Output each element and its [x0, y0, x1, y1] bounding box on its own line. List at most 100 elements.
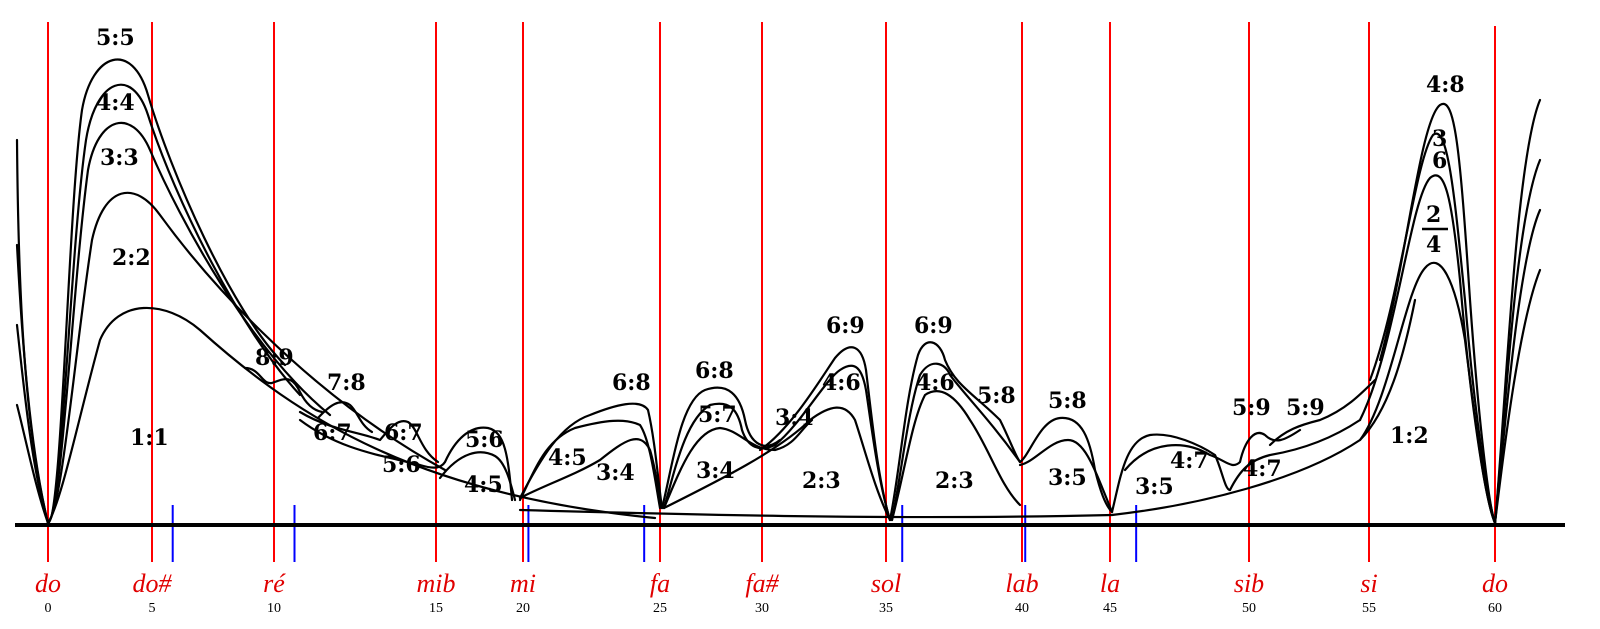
note-label: fa	[650, 569, 670, 598]
curve-4-8	[1378, 102, 1497, 525]
curve-4-5-b	[518, 419, 662, 510]
ratio-label: 4:7	[1170, 448, 1209, 474]
curve-4-7-b	[1228, 418, 1362, 492]
ratio-label: 5:5	[96, 25, 135, 51]
ratio-label: 5:6	[465, 427, 504, 453]
left-edge-curve-4	[15, 403, 50, 525]
note-name-labels: do do# ré mib mi fa fa# sol lab la sib si do	[35, 569, 1508, 598]
curve-1-1	[46, 306, 657, 525]
note-label: do#	[133, 569, 173, 598]
curve-4-5-a	[438, 451, 517, 502]
ratio-label: 4	[1426, 232, 1441, 258]
tick-label: 30	[755, 601, 769, 616]
blue-marker-lines	[171, 505, 1138, 562]
ratio-label: 3:4	[696, 458, 735, 484]
curve-2-2	[46, 191, 447, 525]
ratio-label: 5:8	[1048, 388, 1087, 414]
note-label: mi	[510, 569, 536, 598]
curve-4-6-left	[773, 364, 892, 522]
ratio-label: 2:3	[935, 468, 974, 494]
ratio-label: 3	[1432, 126, 1447, 152]
curve-3-4-left	[518, 438, 664, 510]
ratio-label: 4:7	[1243, 456, 1282, 482]
note-label: ré	[263, 569, 286, 598]
tail-curve-lower	[1110, 298, 1417, 517]
note-label: do	[1482, 569, 1508, 598]
tick-label: 15	[429, 601, 443, 616]
ratio-label: 8:9	[255, 345, 294, 371]
curve-6-8-right	[660, 386, 782, 510]
ratio-label: 6:9	[914, 313, 953, 339]
curve-6-7	[298, 410, 440, 464]
consonance-curves	[15, 58, 1542, 525]
curve-5-7	[662, 402, 777, 510]
ratio-label: 5:6	[382, 452, 421, 478]
note-label: sol	[871, 569, 901, 598]
tick-label: 25	[653, 601, 667, 616]
ratio-label: 3:4	[775, 405, 814, 431]
left-edge-curve-2	[15, 243, 50, 525]
curve-3-4-right	[662, 418, 814, 510]
tick-label: 0	[45, 601, 52, 616]
tick-label: 40	[1015, 601, 1029, 616]
note-label: lab	[1005, 569, 1038, 598]
ratio-label: 6:8	[612, 370, 651, 396]
ratio-label: 2	[1426, 202, 1441, 228]
curve-6-8-left	[518, 402, 664, 510]
ratio-label: 1:1	[130, 425, 169, 451]
note-label: mib	[417, 569, 456, 598]
ratio-label: 1:2	[1390, 423, 1429, 449]
ratio-label: 6:7	[313, 420, 352, 446]
tick-label: 50	[1242, 601, 1256, 616]
note-label: sib	[1234, 569, 1264, 598]
ratio-label: 6:9	[826, 313, 865, 339]
curve-5-5	[46, 58, 287, 525]
ratio-label: 6	[1432, 148, 1447, 174]
tick-label: 35	[879, 601, 893, 616]
tick-label: 10	[267, 601, 281, 616]
tick-label: 5	[149, 601, 156, 616]
curve-4-7-a	[1123, 428, 1302, 472]
curve-3-5-left	[1018, 438, 1114, 514]
ratio-label: 4:5	[464, 472, 503, 498]
curve-8-9	[243, 366, 324, 414]
note-label: do	[35, 569, 61, 598]
ratio-label: 5:9	[1286, 395, 1325, 421]
ratio-label: 5:7	[698, 402, 737, 428]
note-label: la	[1100, 569, 1120, 598]
ratio-label: 5:9	[1232, 395, 1271, 421]
tick-label: 20	[516, 601, 530, 616]
ratio-labels: 5:5 4:4 3:3 2:2 1:1 8:9 7:8 6:7 6:7 5:6 …	[96, 25, 1465, 500]
curve-2-4	[1358, 174, 1497, 525]
note-label: si	[1360, 569, 1377, 598]
curve-5-9	[1268, 378, 1377, 447]
curve-4-4	[46, 83, 302, 525]
curve-2-3-left	[662, 406, 892, 522]
tick-label: 45	[1103, 601, 1117, 616]
ratio-label: 4:6	[916, 370, 955, 396]
ratio-label: 4:6	[822, 370, 861, 396]
ratio-label: 4:5	[548, 445, 587, 471]
curve-6-9-right	[888, 341, 1022, 522]
ratio-label: 2:3	[802, 468, 841, 494]
curve-7-8	[316, 401, 374, 434]
curve-5-8	[1018, 416, 1114, 514]
tail-curve-floor	[518, 508, 1114, 519]
curve-5-6	[298, 418, 514, 502]
axis-tick-labels: 0 5 10 15 20 25 30 35 40 45 50 55 60	[45, 601, 1503, 616]
right-edge-curve-4	[1493, 268, 1542, 525]
ratio-label: 2:2	[112, 245, 151, 271]
tick-label: 60	[1488, 601, 1502, 616]
note-label: fa#	[745, 569, 779, 598]
ratio-label: 3:4	[596, 460, 635, 486]
ratio-label: 6:7	[384, 420, 423, 446]
curve-4-6-right	[890, 362, 1022, 522]
ratio-label: 6:8	[695, 358, 734, 384]
ratio-label: 4:8	[1426, 72, 1465, 98]
ratio-label: 3:3	[100, 145, 139, 171]
curve-3-5-right	[1110, 433, 1232, 514]
note-guide-lines	[47, 22, 1496, 562]
ratio-label: 5:8	[977, 383, 1016, 409]
curve-2-3-right	[890, 390, 1022, 522]
